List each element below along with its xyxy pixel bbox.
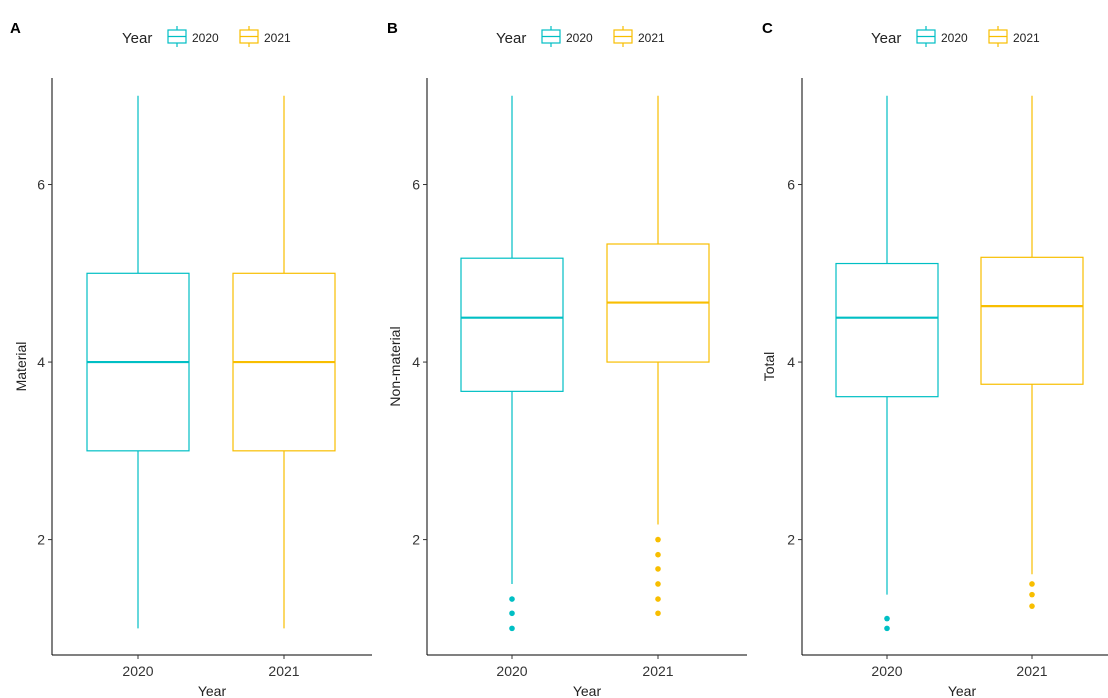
- box-2021: [980, 95, 1084, 609]
- legend: Year 2020 2021: [871, 26, 1040, 47]
- legend-title: Year: [122, 30, 152, 47]
- outlier-point: [1029, 591, 1035, 598]
- box-2020: [460, 95, 564, 632]
- x-axis-title: Year: [198, 683, 227, 698]
- y-axis-title: Non-material: [387, 326, 403, 406]
- y-tick-label: 2: [787, 532, 795, 548]
- box-iqr: [980, 256, 1084, 385]
- legend: Year 2020 2021: [122, 26, 291, 47]
- legend-label-2021: 2021: [1013, 31, 1040, 45]
- legend-label-2020: 2020: [192, 31, 219, 45]
- x-tick-label: 2020: [122, 663, 153, 679]
- legend-label-2021: 2021: [264, 31, 291, 45]
- y-tick-label: 6: [787, 177, 795, 193]
- outlier-point: [509, 625, 515, 632]
- legend-key-2021: [613, 26, 633, 47]
- outlier-point: [655, 551, 661, 558]
- legend-label-2020: 2020: [941, 31, 968, 45]
- x-tick-label: 2020: [496, 663, 527, 679]
- panel-letter: A: [10, 20, 21, 37]
- legend-title: Year: [871, 30, 901, 47]
- legend-key-2021: [239, 26, 259, 47]
- panel-letter: C: [762, 20, 773, 37]
- panel-c: C Year 2020 2021 2 4 6 2020 2021 Year Total: [761, 20, 1108, 698]
- y-tick-label: 2: [37, 532, 45, 548]
- y-tick-label: 4: [787, 354, 795, 370]
- legend: Year 2020 2021: [496, 26, 665, 47]
- y-tick-label: 2: [412, 532, 420, 548]
- legend-key-2020: [916, 26, 936, 47]
- legend-key-2020: [167, 26, 187, 47]
- outlier-point: [884, 625, 890, 632]
- panel-letter: B: [387, 20, 398, 37]
- y-axis-title: Material: [13, 342, 29, 392]
- legend-key-2020: [541, 26, 561, 47]
- x-axis-title: Year: [948, 683, 977, 698]
- outlier-point: [1029, 603, 1035, 609]
- legend-title: Year: [496, 30, 526, 47]
- y-tick-label: 6: [37, 177, 45, 193]
- legend-label-2021: 2021: [638, 31, 665, 45]
- outlier-point: [655, 581, 661, 587]
- outlier-point: [884, 615, 890, 622]
- box-2021: [232, 95, 336, 629]
- legend-label-2020: 2020: [566, 31, 593, 45]
- panel-a: A Year 2020 2021 2 4 6 2020 2021 Year Material: [10, 20, 372, 698]
- box-2021: [606, 95, 710, 617]
- outlier-point: [655, 536, 661, 543]
- y-tick-label: 4: [37, 354, 45, 370]
- box-2020: [86, 95, 190, 629]
- legend-key-2021: [988, 26, 1008, 47]
- x-tick-label: 2021: [268, 663, 299, 679]
- panel-b: B Year 2020 2021 2 4 6 2020 2021 Year Non-material: [387, 20, 747, 698]
- box-iqr: [460, 257, 564, 392]
- y-axis-title: Total: [761, 352, 777, 382]
- box-iqr: [835, 262, 939, 398]
- outlier-point: [655, 566, 661, 572]
- y-tick-label: 4: [412, 354, 420, 370]
- x-axis-title: Year: [573, 683, 602, 698]
- x-tick-label: 2020: [871, 663, 902, 679]
- outlier-point: [1029, 581, 1035, 587]
- outlier-point: [509, 596, 515, 602]
- x-tick-label: 2021: [1016, 663, 1047, 679]
- x-tick-label: 2021: [642, 663, 673, 679]
- outlier-point: [655, 596, 661, 602]
- outlier-point: [655, 610, 661, 617]
- y-tick-label: 6: [412, 177, 420, 193]
- outlier-point: [509, 610, 515, 617]
- box-2020: [835, 95, 939, 632]
